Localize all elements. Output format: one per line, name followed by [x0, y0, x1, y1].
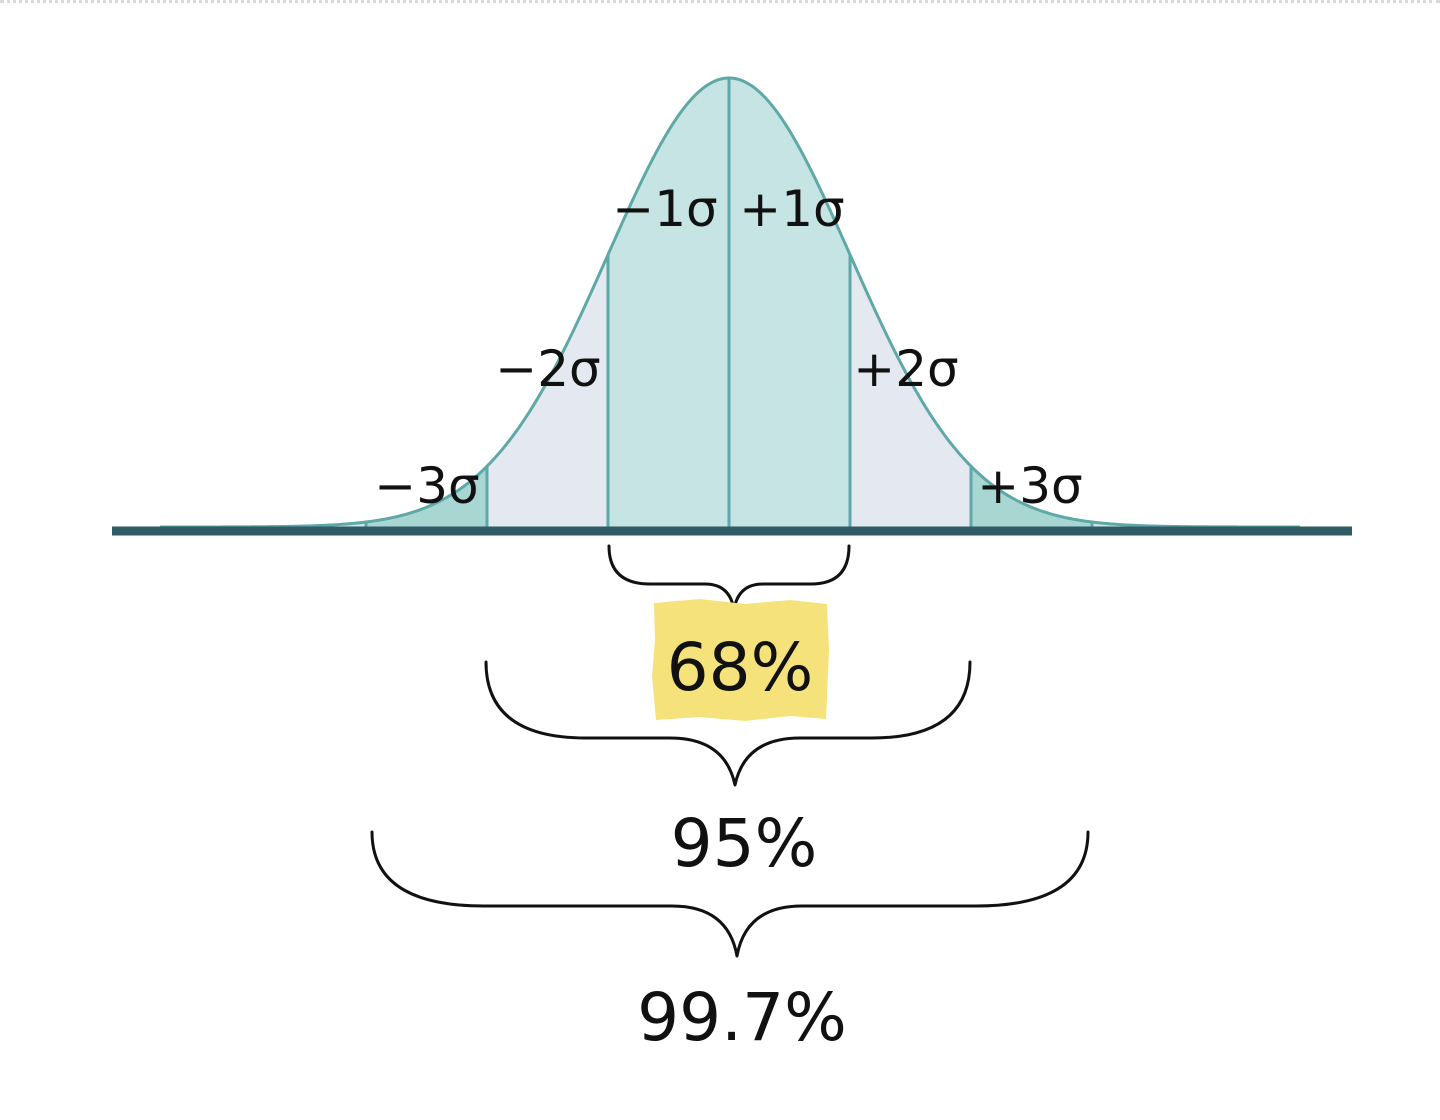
brace-one-sigma [607, 544, 851, 612]
band-plus-1-sigma [729, 78, 850, 527]
label-plus-3-sigma: +3σ [977, 457, 1082, 515]
brace-three-sigma [370, 830, 1090, 958]
highlight-68-percent [652, 599, 829, 721]
top-dotted-rule [0, 0, 1440, 3]
band-minus-3-sigma [366, 466, 487, 527]
brace-two-sigma [484, 660, 972, 787]
band-plus-3-sigma [971, 466, 1092, 527]
label-minus-1-sigma: −1σ [612, 180, 717, 238]
sigma-dividers [364, 78, 1094, 527]
label-minus-2-sigma: −2σ [495, 340, 600, 398]
label-plus-2-sigma: +2σ [853, 340, 958, 398]
percent-one-sigma: 68% [667, 629, 814, 706]
label-minus-3-sigma: −3σ [374, 457, 479, 515]
percent-three-sigma: 99.7% [637, 979, 847, 1056]
label-plus-1-sigma: +1σ [739, 180, 844, 238]
band-minus-1-sigma [608, 78, 729, 527]
percent-two-sigma: 95% [671, 805, 818, 882]
